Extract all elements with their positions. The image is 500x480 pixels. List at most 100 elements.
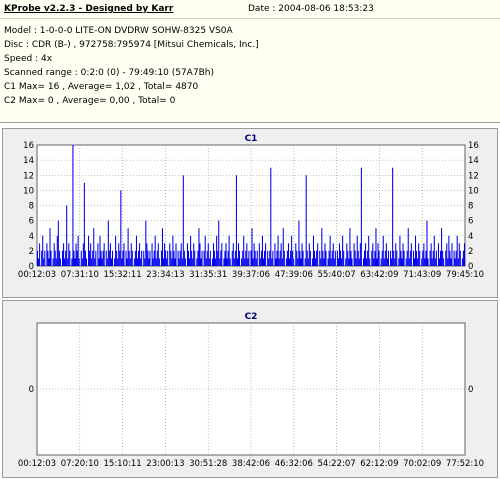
c1-bar — [307, 258, 309, 266]
c1-bar — [459, 250, 461, 266]
c1-bar — [346, 243, 348, 266]
c1-bar — [232, 243, 234, 266]
c1-bar — [121, 258, 123, 266]
c1-bar — [89, 250, 91, 266]
c1-bar — [54, 250, 56, 266]
y-tick-label-right: 0 — [468, 262, 473, 272]
c1-bar — [426, 220, 428, 266]
c1-bar — [363, 250, 366, 266]
c1-bar — [441, 228, 443, 266]
c1-chart: C1 0 0 2 2 4 4 6 6 8 8 10 10 12 12 14 14 16 16 00:12:03 07:3… — [18, 134, 484, 280]
c1-bar — [161, 228, 164, 266]
c1-bar — [184, 258, 186, 266]
c1-bar — [77, 235, 79, 266]
c1-bar — [456, 235, 458, 266]
c1-bar — [187, 250, 190, 266]
c1-bar — [330, 258, 332, 266]
c1-bar — [253, 243, 255, 266]
c1-bar — [443, 258, 445, 266]
c1-bar — [338, 243, 341, 266]
c1-bar — [204, 235, 206, 266]
c1-bar — [127, 228, 129, 266]
c1-bar — [306, 250, 308, 266]
c1-bar — [396, 250, 398, 266]
c1-bar — [254, 250, 256, 266]
c1-bar — [375, 228, 377, 266]
c1-bar — [43, 258, 45, 266]
c1-bar — [336, 250, 338, 266]
c1-bar — [116, 250, 118, 266]
c1-bar — [314, 250, 316, 266]
c1-bar — [384, 250, 386, 266]
c1-bar — [189, 258, 191, 266]
c1-bar — [171, 258, 173, 266]
c1-bar — [126, 258, 128, 266]
c1-bar — [394, 258, 396, 266]
c1-bar — [376, 258, 378, 266]
c1-bar — [73, 250, 75, 266]
c1-bar — [380, 258, 382, 266]
c1-bar — [410, 243, 412, 266]
c1-bar — [191, 250, 193, 266]
c1-bar — [265, 243, 267, 266]
c1-bar — [71, 258, 73, 266]
c1-bar — [455, 250, 457, 266]
c1-bar — [148, 258, 150, 266]
c1-bar — [181, 258, 183, 266]
x-tick-label: 15:10:11 — [104, 459, 142, 469]
c1-bar — [167, 250, 169, 266]
c1-bar — [235, 175, 237, 266]
c1-bar — [125, 250, 127, 266]
c1-bar — [66, 205, 68, 266]
c1-bar — [59, 258, 61, 266]
c1-bar — [345, 258, 347, 266]
c1-bar — [461, 258, 463, 266]
c1-bar — [277, 235, 279, 266]
c1-bar — [90, 243, 92, 266]
c1-bar — [239, 250, 241, 266]
c1-bar — [365, 243, 367, 266]
c1-bar — [103, 243, 105, 266]
c1-bar — [453, 250, 455, 266]
c1-bar — [199, 243, 201, 266]
c1-bar — [178, 258, 180, 266]
c1-bar — [269, 250, 271, 266]
c1-bar — [64, 258, 66, 266]
c1-bar — [153, 250, 155, 266]
c1-bar — [328, 250, 330, 266]
x-tick-label: 77:52:10 — [446, 459, 484, 469]
c1-bar — [69, 250, 71, 266]
c1-bar — [424, 258, 426, 266]
c1-bar — [120, 190, 122, 266]
c1-bar — [399, 235, 401, 266]
c1-bar — [154, 235, 156, 266]
x-tick-label: 39:37:06 — [232, 270, 270, 280]
c1-bar — [206, 250, 208, 266]
c1-bar — [41, 250, 43, 266]
c1-bar — [451, 243, 453, 266]
c1-bar — [260, 250, 262, 266]
c1-bar — [276, 250, 278, 266]
y-tick-label-right: 6 — [468, 217, 473, 227]
c1-bar — [228, 235, 230, 266]
c1-bar — [373, 258, 375, 266]
c1-bar — [255, 258, 257, 266]
c1-bar — [405, 258, 407, 266]
c1-bar — [220, 250, 222, 266]
c1-bar — [421, 258, 423, 266]
c1-bar — [454, 258, 456, 266]
c1-bar — [292, 250, 294, 266]
scan-date: Date : 2004-08-06 18:53:23 — [248, 4, 374, 14]
c1-bar — [425, 250, 427, 266]
c1-bar — [297, 258, 299, 266]
y-tick-label-left: 6 — [29, 217, 34, 227]
c1-bar — [440, 250, 442, 266]
c1-bar — [353, 243, 355, 266]
c1-bar — [76, 250, 78, 266]
c1-bar — [147, 250, 149, 266]
c1-bar — [360, 167, 362, 266]
c1-bar — [412, 250, 414, 266]
x-tick-label: 62:12:09 — [360, 459, 398, 469]
c1-bar — [302, 250, 304, 266]
c1-bar — [218, 220, 220, 266]
